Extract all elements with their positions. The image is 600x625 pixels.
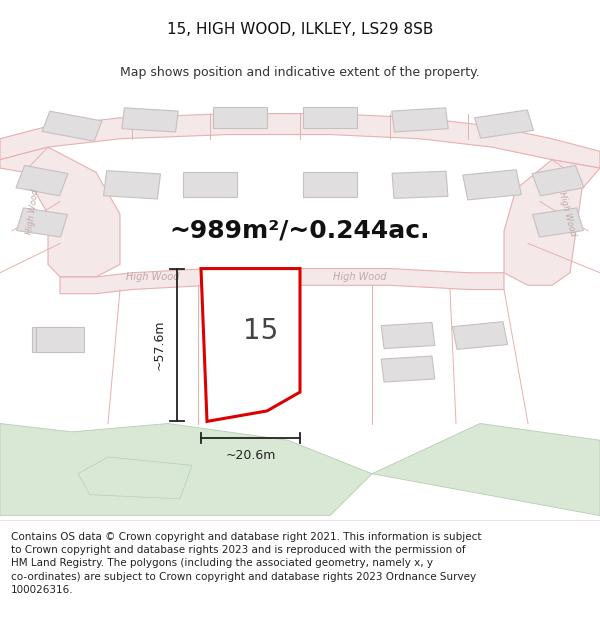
Polygon shape [60,269,504,294]
Text: ~20.6m: ~20.6m [226,449,275,462]
Polygon shape [0,424,372,516]
Bar [381,322,435,349]
Text: Contains OS data © Crown copyright and database right 2021. This information is : Contains OS data © Crown copyright and d… [11,532,481,595]
Bar [452,322,508,349]
Bar [122,108,178,132]
Polygon shape [0,147,120,277]
Bar [32,328,77,352]
Polygon shape [372,424,600,516]
Bar [463,170,521,200]
Text: High Wood: High Wood [25,189,41,235]
Bar [533,208,583,237]
Text: High Wood: High Wood [126,272,180,282]
Text: ~57.6m: ~57.6m [152,320,166,370]
Bar [475,110,533,138]
Bar [303,173,357,198]
Polygon shape [78,457,192,499]
Bar [532,166,584,196]
Text: ~989m²/~0.244ac.: ~989m²/~0.244ac. [170,219,430,243]
Text: High Wood: High Wood [333,272,387,282]
Text: High Wood: High Wood [557,191,577,238]
Text: Map shows position and indicative extent of the property.: Map shows position and indicative extent… [120,66,480,79]
Bar [16,166,68,196]
Bar [381,356,435,382]
Bar [104,171,160,199]
Bar [213,107,267,128]
Bar [183,173,237,198]
Bar [303,107,357,128]
Text: 15: 15 [244,318,278,346]
Polygon shape [201,269,300,421]
Bar [17,208,67,237]
Text: 15, HIGH WOOD, ILKLEY, LS29 8SB: 15, HIGH WOOD, ILKLEY, LS29 8SB [167,21,433,36]
Bar [36,328,84,352]
Polygon shape [0,114,600,168]
Polygon shape [504,159,600,285]
Bar [392,171,448,198]
Bar [392,108,448,132]
Bar [42,111,102,141]
